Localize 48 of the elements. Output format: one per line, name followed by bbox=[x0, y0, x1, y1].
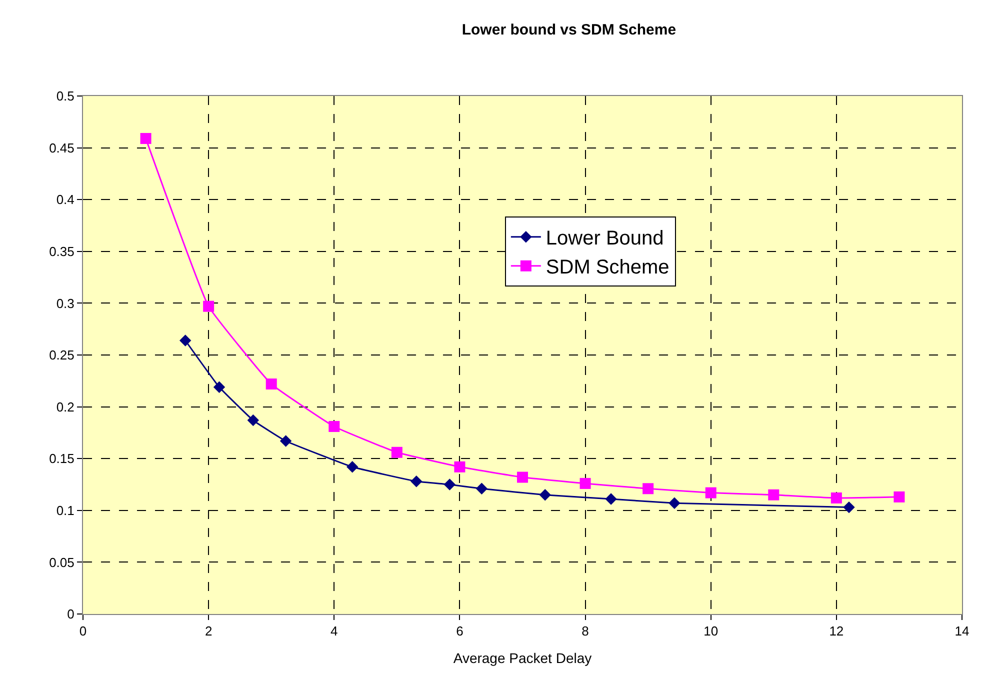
point bbox=[894, 491, 905, 502]
point bbox=[280, 435, 292, 447]
point bbox=[391, 446, 402, 458]
y-tick-label: 0.1 bbox=[56, 502, 74, 518]
point bbox=[266, 378, 277, 390]
x-tick-label: 4 bbox=[330, 624, 338, 639]
point bbox=[642, 483, 654, 494]
x-tick-label: 10 bbox=[704, 624, 718, 639]
point bbox=[444, 478, 456, 490]
y-tick-label: 0 bbox=[67, 606, 74, 622]
y-tick-label: 0.15 bbox=[49, 451, 74, 466]
x-axis-title: Average Packet Delay bbox=[453, 650, 592, 666]
point bbox=[580, 478, 591, 489]
y-tick-label: 0.25 bbox=[49, 348, 74, 363]
x-tick-label: 14 bbox=[954, 624, 970, 639]
point bbox=[476, 482, 488, 494]
x-tick-label: 12 bbox=[829, 624, 844, 639]
point bbox=[454, 461, 466, 472]
y-tick-label: 0.5 bbox=[56, 88, 74, 104]
point bbox=[410, 476, 422, 488]
x-tick-label: 6 bbox=[456, 624, 464, 639]
point bbox=[328, 420, 340, 432]
legend-label: Lower Bound bbox=[546, 228, 664, 250]
y-tick-label: 0.35 bbox=[49, 244, 74, 259]
point bbox=[668, 497, 680, 509]
y-tick-label: 0.2 bbox=[56, 399, 74, 414]
y-tick-label: 0.3 bbox=[56, 296, 74, 311]
y-tick-label: 0.4 bbox=[56, 192, 74, 208]
point bbox=[517, 472, 528, 483]
point bbox=[843, 501, 855, 514]
y-tick-label: 0.45 bbox=[49, 140, 74, 156]
point bbox=[605, 493, 617, 505]
chart-title: Lower bound vs SDM Scheme bbox=[462, 22, 676, 39]
point bbox=[539, 489, 551, 501]
point bbox=[247, 414, 259, 426]
point bbox=[346, 461, 358, 473]
point bbox=[179, 334, 192, 346]
point bbox=[830, 492, 842, 504]
legend-label: SDM Scheme bbox=[546, 256, 670, 279]
y-tick-label: 0.05 bbox=[49, 554, 74, 570]
x-tick-label: 2 bbox=[204, 624, 212, 639]
point bbox=[203, 300, 214, 312]
x-tick-label: 8 bbox=[582, 624, 589, 639]
point bbox=[140, 132, 152, 144]
point bbox=[768, 489, 780, 500]
x-tick-label: 0 bbox=[79, 624, 87, 639]
point bbox=[213, 381, 226, 393]
point bbox=[705, 487, 716, 498]
